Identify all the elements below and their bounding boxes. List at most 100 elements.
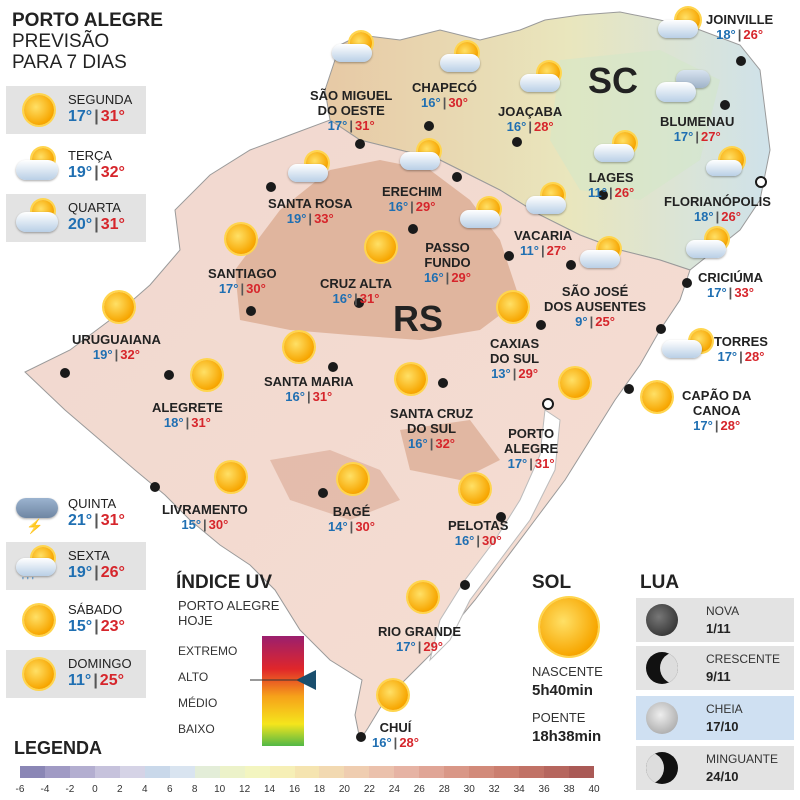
forecast-day: DOMINGO 11° | 25° [6,650,146,698]
cloud-icon [332,44,372,62]
city-marker [460,580,470,590]
cloud-icon [686,240,726,258]
uv-title: ÍNDICE UV [176,572,273,593]
warm-zone-south [270,450,400,520]
legend-color-cell [119,766,146,778]
legend-color-cell [394,766,420,778]
warm-zone-center [400,420,500,480]
uv-level-label: MÉDIO [178,696,218,710]
cloud-icon [662,340,702,358]
cloud-icon [288,164,328,182]
city-marker [452,172,462,182]
day-temps: 11° | 25° [68,672,124,689]
sun-icon [560,368,590,398]
city-marker [720,100,730,110]
cloud-icon [16,212,58,232]
legend-tick-label: 36 [538,784,550,795]
sun-icon [24,605,54,635]
legend-color-cell [94,766,121,778]
city-marker [566,260,576,270]
city-marker [328,362,338,372]
day-temps: 20° | 31° [68,216,125,233]
sol-title: SOL [532,572,572,593]
city-marker [598,190,608,200]
legend-color-cell [69,766,96,778]
legend-color-cell [569,766,595,778]
cloud-icon [460,210,500,228]
city-label: URUGUAIANA 19° | 32° [72,332,161,362]
cloud-icon [440,54,480,72]
page-title: PORTO ALEGRE PREVISÃO PARA 7 DIAS [12,10,163,73]
city-label: CAPÃO DA CANOA 17° | 28° [682,388,752,433]
city-label: BLUMENAU 17° | 27° [660,114,735,144]
city-label: JOAÇABA 16° | 28° [498,104,563,134]
uv-level-label: ALTO [178,670,209,684]
legend-tick-label: 34 [513,784,525,795]
legend-tick-label: 40 [588,784,600,795]
city-marker [355,139,365,149]
lightning-icon: ⚡ [26,518,44,534]
legend-tick-label: 28 [438,784,450,795]
day-name: TERÇA [68,148,113,163]
city-label: ALEGRETE 18° | 31° [152,400,223,430]
legend-color-cell [20,766,46,778]
state-label-sc: SC [588,60,639,101]
city-marker [318,488,328,498]
legend-tick-label: -2 [65,784,75,795]
legend-color-cell [244,766,271,778]
legend-tick-label: 12 [239,784,251,795]
day-temps: 21° | 31° [68,512,125,529]
legend-color-cell [494,766,520,778]
title-line2: PREVISÃO [12,31,110,52]
city-marker [438,378,448,388]
moon-phase-row: CHEIA 17/10 [636,696,794,740]
city-label: CHUÍ 16° | 28° [372,720,419,750]
legend-tick-label: 8 [191,784,198,795]
city-label: JOINVILLE 18° | 26° [706,12,774,42]
lagoon [429,409,561,662]
waning-moon-icon [646,752,678,784]
city-label: SÃO MIGUEL DO OESTE 17° | 31° [310,88,393,133]
city-label: SANTA ROSA 19° | 33° [268,196,353,226]
cloud-icon [526,196,566,214]
sun-icon [460,474,490,504]
day-temps: 17° | 31° [68,108,125,125]
day-temps: 19° | 32° [68,164,125,181]
cloud-icon [16,558,56,576]
city-label: FLORIANÓPOLIS 18° | 26° [664,194,771,224]
sunrise-label: NASCENTE [532,664,603,679]
legend-color-cell [169,766,196,778]
sun-icon [408,582,438,612]
city-marker [496,512,506,522]
forecast-day: ⚡ QUINTA 21° | 31° [6,490,146,538]
city-marker [60,368,70,378]
legend-tick-label: 10 [214,784,226,795]
city-marker [424,121,434,131]
day-temps: 15° | 23° [68,618,125,635]
city-marker [266,182,276,192]
legend-tick-label: 18 [313,784,326,795]
sun-icon [104,292,134,322]
uv-level-label: EXTREMO [178,644,238,658]
legend-color-cell [294,766,320,778]
cloud-icon [658,20,698,38]
legend-color-cell [519,766,545,778]
city-label: SANTIAGO 17° | 30° [208,266,277,296]
legend-tick-label: -4 [40,784,50,795]
forecast-day: ''' SEXTA 19° | 26° [6,542,146,590]
full-moon-icon [646,702,678,734]
cloud-icon [594,144,634,162]
legend-tick-label: -6 [15,784,25,795]
city-marker [150,482,160,492]
crescent-moon-icon [646,652,678,684]
sunset-time: 18h38min [532,728,602,745]
legend-color-cell [144,766,171,778]
moon-phase-row: NOVA 1/11 [636,598,794,642]
sun-icon [498,292,528,322]
day-name: SEGUNDA [68,92,133,107]
city-label: RIO GRANDE 17° | 29° [378,624,462,654]
legend-tick-label: 16 [288,784,301,795]
legend-tick-label: 32 [488,784,500,795]
sun-icon [642,382,672,412]
legend-tick-label: 20 [338,784,350,795]
